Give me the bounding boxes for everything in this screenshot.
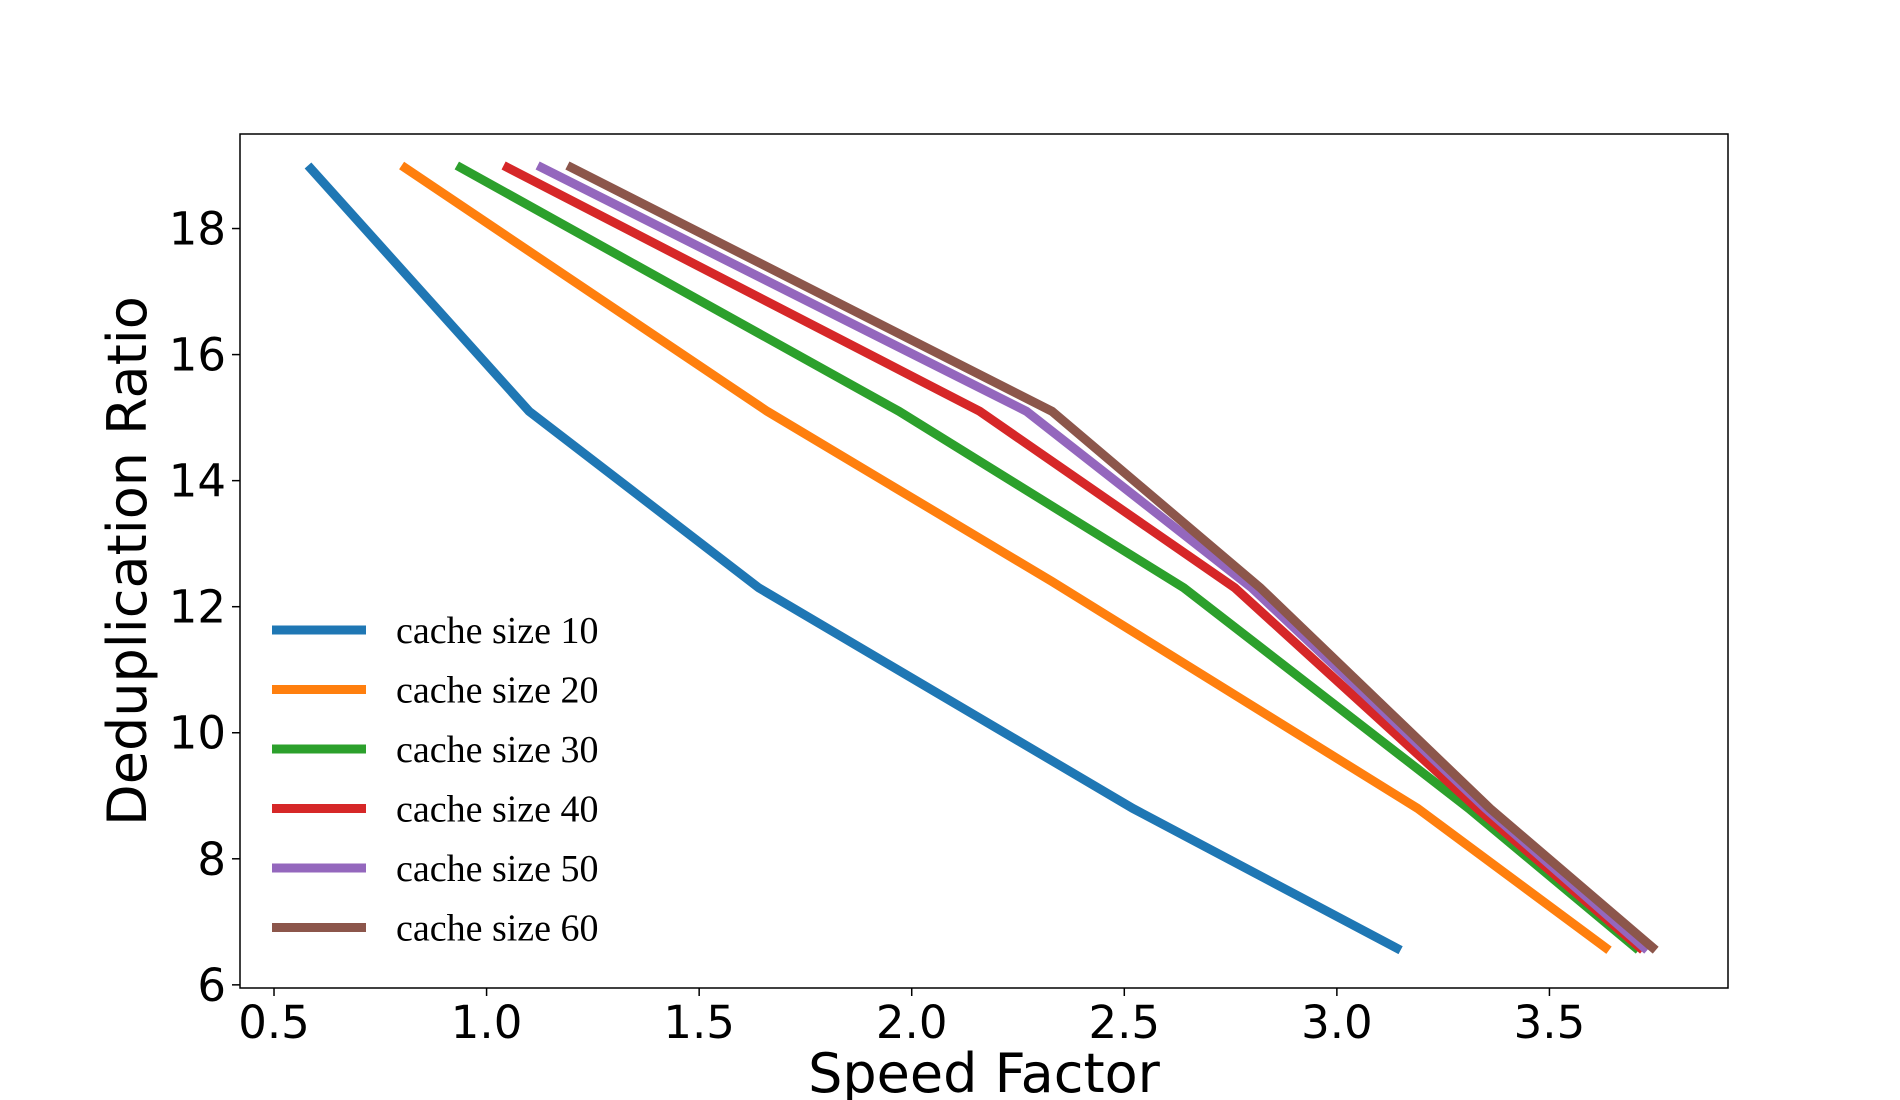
y-tick-label: 8 xyxy=(197,833,226,886)
x-axis-ticks: 0.5 1.0 1.5 2.0 2.5 3.0 3.5 xyxy=(238,988,1585,1049)
y-axis-label: Deduplication Ratio xyxy=(96,296,159,826)
x-tick-label: 3.5 xyxy=(1514,996,1586,1049)
legend-label-1: cache size 10 xyxy=(396,610,599,652)
y-tick-label: 12 xyxy=(169,581,226,634)
legend-label-5: cache size 50 xyxy=(396,848,599,890)
x-tick-label: 0.5 xyxy=(238,996,310,1049)
legend-label-6: cache size 60 xyxy=(396,908,599,950)
plot-area xyxy=(239,133,1729,989)
series-line-3 xyxy=(454,161,1642,954)
series-line-4 xyxy=(501,161,1646,954)
legend-label-4: cache size 40 xyxy=(396,789,599,831)
y-tick-label: 10 xyxy=(169,707,226,760)
legend: cache size 10 cache size 20 cache size 30 c… xyxy=(272,610,599,950)
series-line-1 xyxy=(304,162,1403,955)
x-tick-label: 2.0 xyxy=(876,996,948,1049)
x-tick-label: 1.0 xyxy=(451,996,523,1049)
x-tick-label: 3.0 xyxy=(1301,996,1373,1049)
series-layer xyxy=(304,161,1659,955)
legend-label-2: cache size 20 xyxy=(396,670,599,712)
series-line-2 xyxy=(399,161,1612,954)
series-line-6 xyxy=(565,161,1659,954)
y-tick-label: 6 xyxy=(197,959,226,1012)
y-tick-label: 14 xyxy=(169,455,226,508)
x-tick-label: 1.5 xyxy=(663,996,735,1049)
y-tick-label: 16 xyxy=(169,329,226,382)
x-tick-label: 2.5 xyxy=(1089,996,1161,1049)
legend-label-3: cache size 30 xyxy=(396,729,599,771)
y-tick-label: 18 xyxy=(169,203,226,256)
x-axis-label: Speed Factor xyxy=(808,1042,1161,1100)
y-axis-ticks: 6 8 10 12 14 16 18 xyxy=(169,203,240,1012)
